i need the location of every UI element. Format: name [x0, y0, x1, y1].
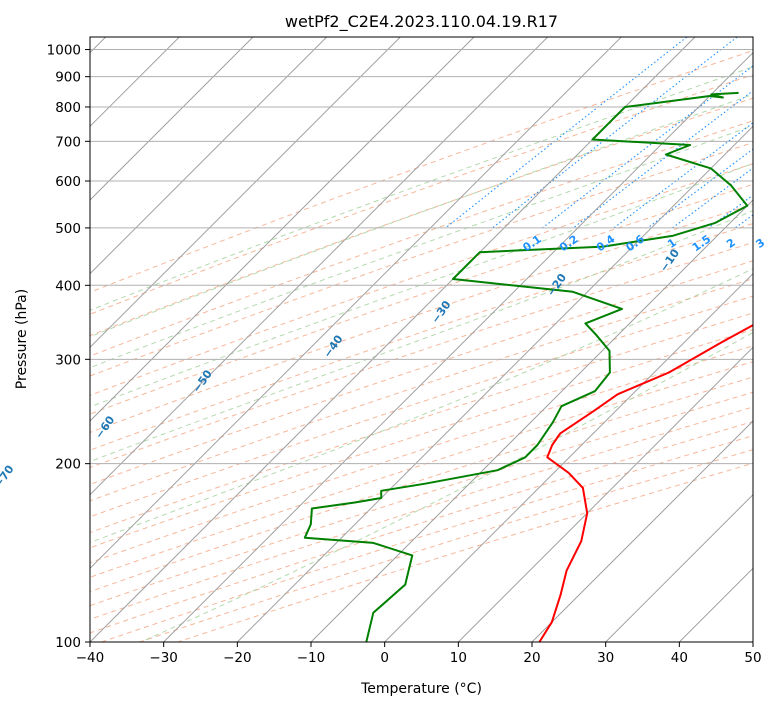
x-tick-label: 30: [597, 650, 614, 666]
dry-adiabat-line: [90, 241, 753, 469]
y-tick-label: 500: [55, 221, 81, 237]
y-tick-label: 200: [55, 457, 81, 473]
moist-adiabat-line: [90, 162, 753, 408]
dry-adiabat-label: −40: [321, 332, 346, 360]
x-tick-label: −40: [76, 650, 105, 666]
y-tick-label: 400: [55, 278, 81, 294]
dry-adiabat-line: [90, 420, 753, 634]
y-tick-label: 300: [55, 352, 81, 368]
dry-adiabat-line: [90, 97, 753, 337]
dry-adiabat-label: −50: [190, 367, 215, 395]
x-axis-label: Temperature (°C): [360, 681, 482, 697]
mixing-ratio-line: [445, 37, 688, 229]
mixing-ratio-label: 3: [754, 236, 768, 251]
dry-adiabat-label: −10: [657, 246, 682, 274]
sounding-series-line: [303, 91, 749, 642]
x-tick-label: 20: [523, 650, 540, 666]
isotherm-line: [90, 37, 549, 496]
dry-adiabat-line: [90, 376, 753, 593]
y-tick-label: 100: [55, 635, 81, 651]
mixing-ratio-line: [492, 37, 739, 229]
data-series: [303, 91, 753, 642]
mixing-ratio-line: [613, 122, 753, 229]
dry-adiabat-line: [90, 345, 753, 564]
isotherm-line: [90, 37, 475, 422]
dry-adiabat-label: −70: [0, 463, 17, 491]
dry-adiabat-line: [90, 50, 753, 293]
moist-adiabat-line: [90, 93, 753, 338]
dry-adiabat-line: [90, 312, 753, 534]
isotherm-line: [383, 272, 753, 642]
y-tick-label: 1000: [47, 43, 81, 59]
background-lines: [90, 37, 753, 642]
dry-adiabat-line: [90, 183, 753, 415]
dry-adiabat-line: [101, 435, 753, 642]
chart-title: wetPf2_C2E4.2023.110.04.19.R17: [285, 12, 558, 32]
dry-adiabat-line: [90, 120, 753, 357]
sounding-series-line: [538, 323, 753, 642]
x-tick-label: −30: [149, 650, 178, 666]
isotherm-line: [236, 125, 753, 642]
x-tick-label: −10: [297, 650, 326, 666]
dry-adiabat-line: [90, 361, 753, 578]
plot-frame: [89, 36, 754, 643]
x-tick-label: 40: [671, 650, 688, 666]
isotherm-line: [604, 493, 753, 642]
x-tick-label: 50: [744, 650, 761, 666]
dry-adiabat-line: [90, 163, 753, 396]
y-axis-label: Pressure (hPa): [14, 289, 30, 389]
x-tick-label: −20: [223, 650, 252, 666]
y-axis: 100 200 300 400 500 600 700 800 900 1000: [47, 43, 90, 651]
isotherm-line: [90, 37, 623, 570]
dry-adiabat-line: [90, 391, 753, 607]
isotherm-line: [90, 37, 328, 275]
dry-adiabat-line: [90, 203, 753, 433]
isotherm-line: [310, 199, 753, 642]
mixing-ratio-line: [672, 167, 753, 229]
isotherm-line: [90, 37, 254, 201]
gridlines: [90, 37, 753, 642]
isotherm-line: [752, 641, 753, 642]
isotherm-line: [162, 51, 753, 642]
x-tick-label: 0: [380, 650, 389, 666]
mixing-ratio-label: 1: [665, 236, 679, 251]
mixing-ratio-label: 2: [724, 236, 738, 251]
y-tick-label: 800: [55, 100, 81, 116]
dry-adiabat-line: [90, 295, 753, 518]
line-labels: −100−90−80−70−60−50−40−30−20−100.10.20.4…: [0, 232, 768, 491]
dry-adiabat-line: [90, 329, 753, 549]
isotherm-line: [457, 346, 753, 642]
moist-adiabat-line: [90, 66, 753, 311]
isotherm-line: [90, 37, 402, 349]
dry-adiabat-line: [90, 260, 753, 485]
dry-adiabat-label: −30: [429, 298, 454, 326]
dry-adiabat-line: [90, 223, 753, 451]
moist-adiabat-line: [90, 125, 753, 369]
y-tick-label: 700: [55, 134, 81, 150]
y-tick-label: 600: [55, 174, 81, 190]
y-tick-label: 900: [55, 70, 81, 86]
mixing-ratio-label: 0.2: [557, 232, 580, 254]
moist-adiabat-line: [90, 268, 753, 544]
x-axis: −40 −30 −20 −10 0 10 20 30 40 50: [76, 642, 762, 666]
dry-adiabat-line: [90, 278, 753, 502]
dry-adiabat-line: [90, 74, 753, 315]
dry-adiabat-line: [90, 142, 753, 377]
moist-adiabat-line: [90, 210, 753, 463]
dry-adiabat-label: −60: [93, 413, 118, 441]
x-tick-label: 10: [450, 650, 467, 666]
mixing-ratio-label: 0.4: [594, 232, 618, 254]
mixing-ratio-line: [542, 65, 753, 229]
isotherm-line: [531, 420, 753, 642]
